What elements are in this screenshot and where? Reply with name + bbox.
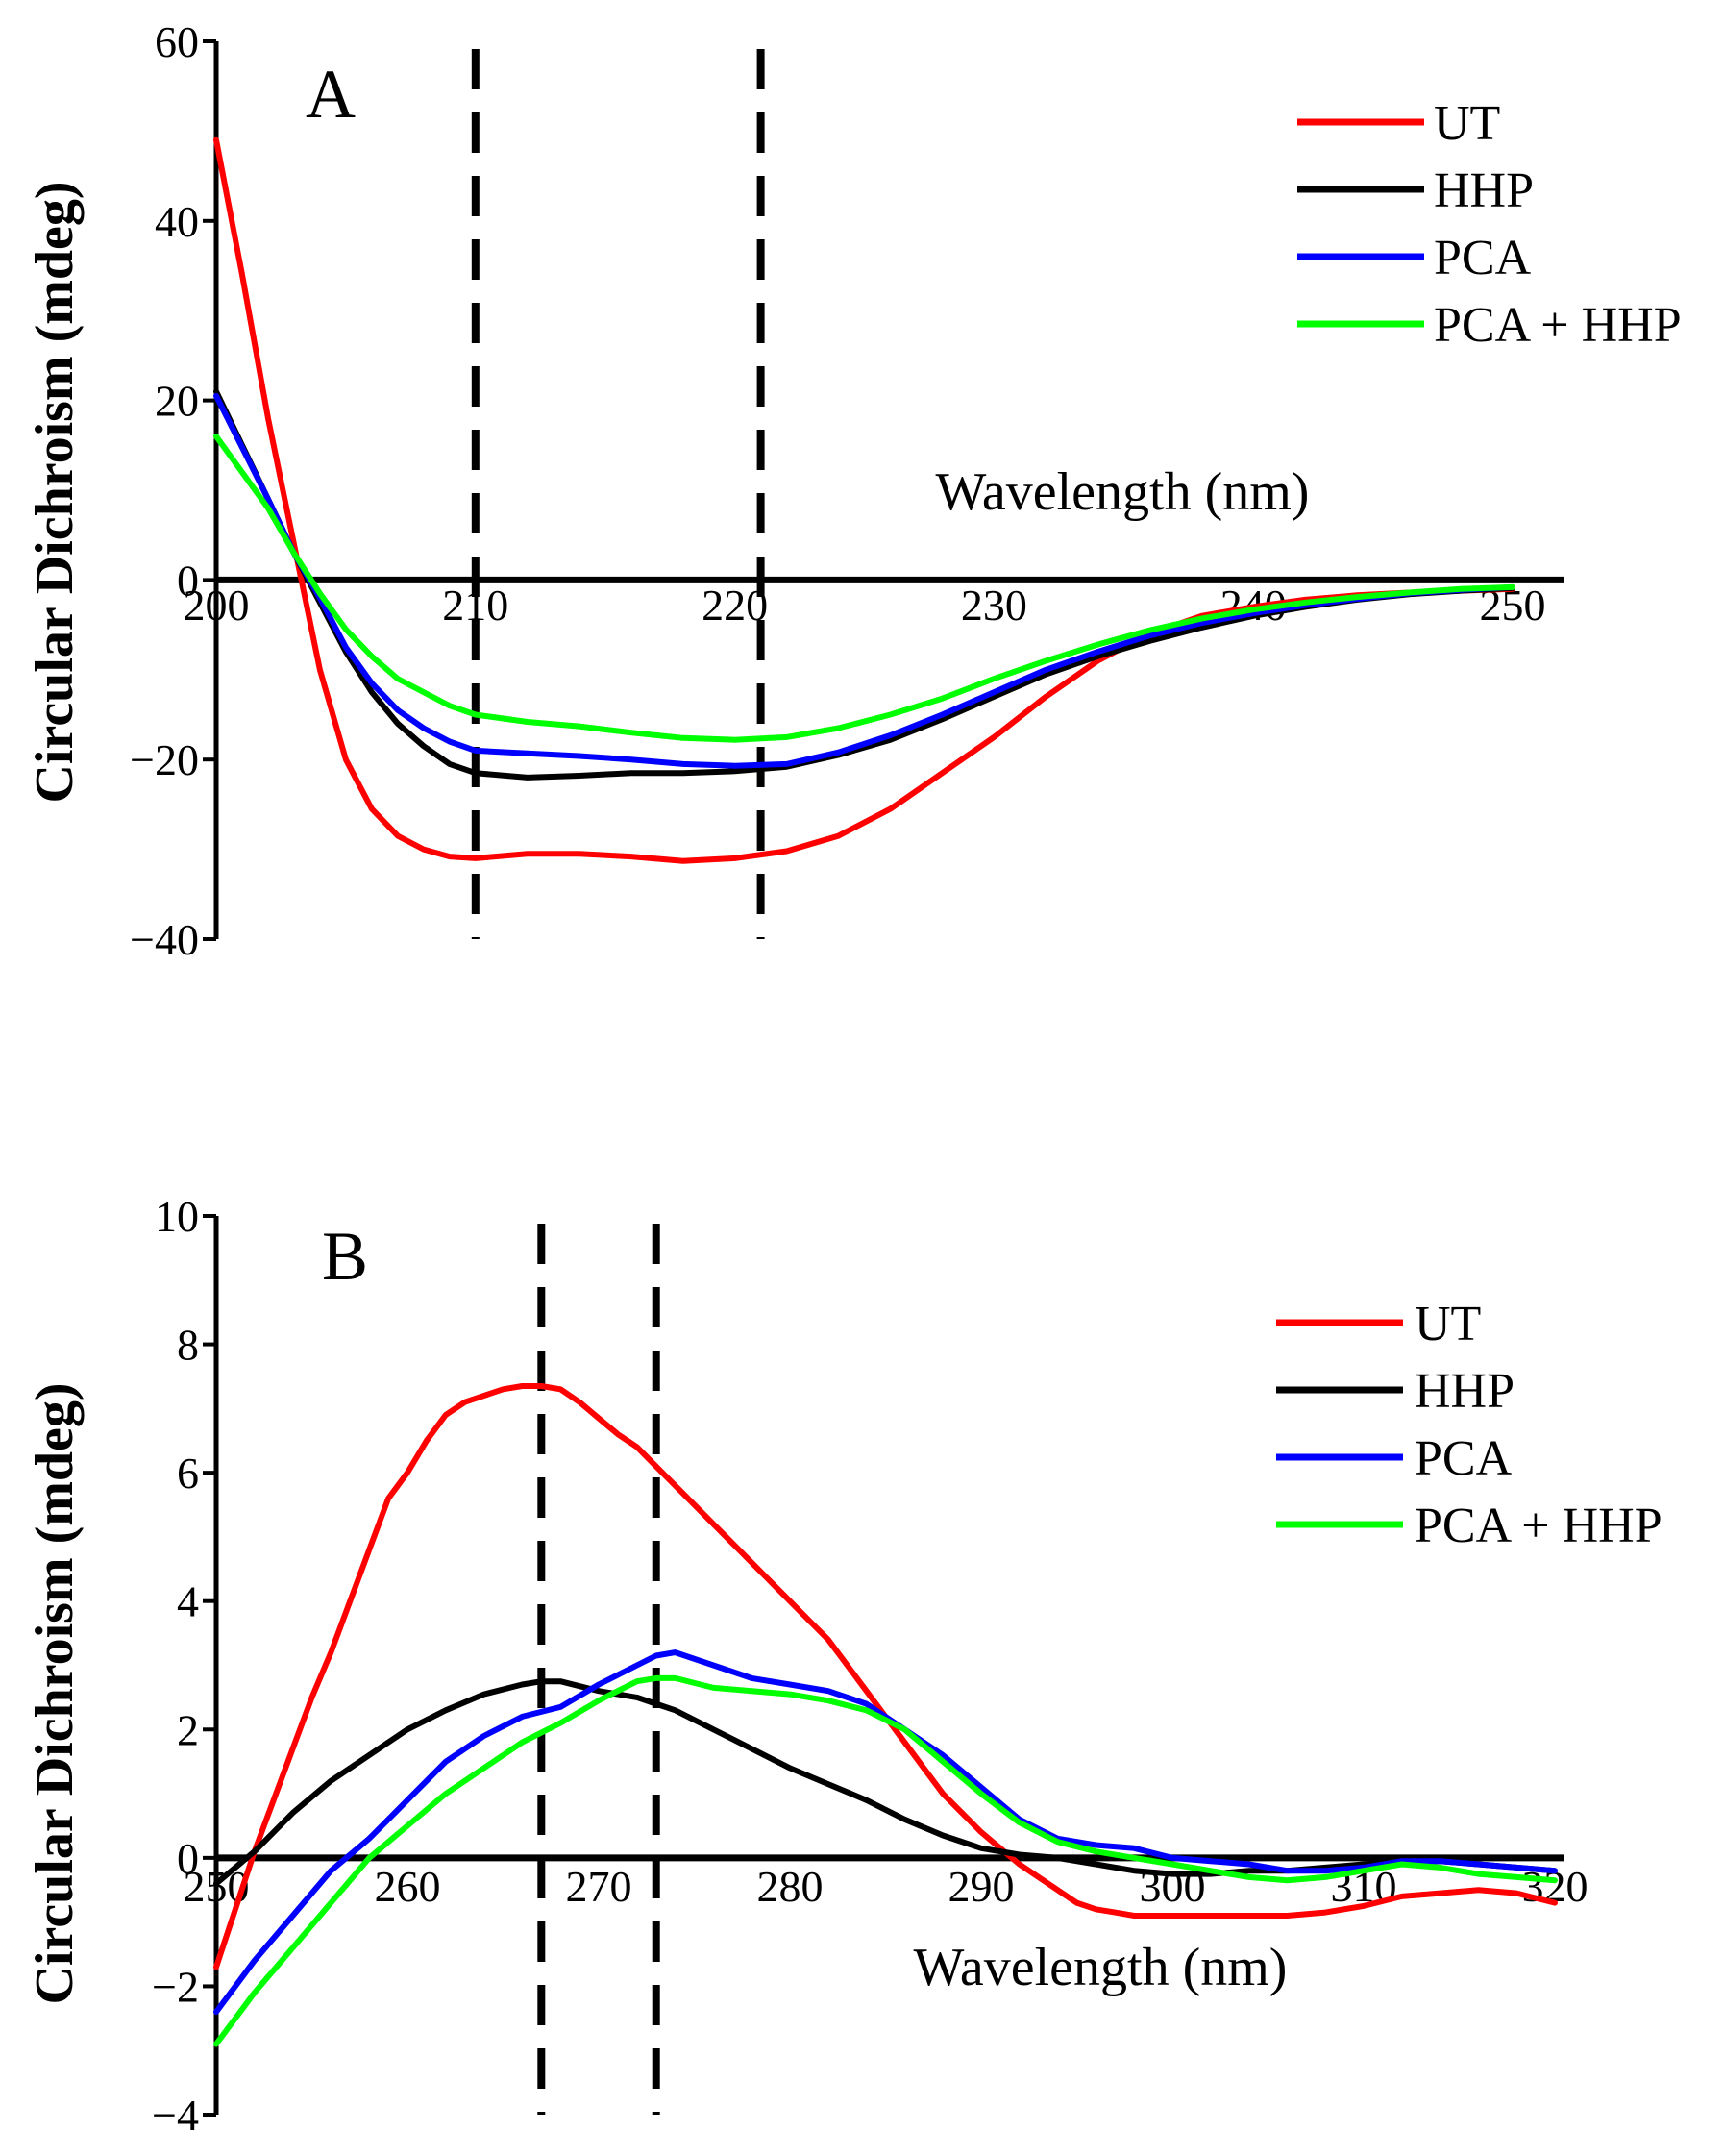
y-tick-label: 4 — [177, 1577, 199, 1626]
legend-label: HHP — [1415, 1364, 1515, 1419]
y-tick-label: −20 — [130, 735, 199, 784]
y-axis-label: Circular Dichroism (mdeg) — [25, 181, 85, 803]
y-tick-label: 60 — [155, 17, 199, 66]
legend-label: UT — [1434, 96, 1500, 151]
series-line-pca-hhp — [213, 1674, 1558, 2047]
x-axis-label: Wavelength (nm) — [914, 1938, 1288, 1997]
series-line-pca-hhp — [213, 434, 1515, 743]
y-tick-label: −2 — [152, 1962, 199, 2011]
series-line-pca — [213, 392, 1515, 769]
y-tick-label: 2 — [177, 1705, 199, 1754]
legend-label: PCA + HHP — [1415, 1499, 1662, 1553]
series-line-pca — [213, 1649, 1558, 2016]
x-tick-label: 200 — [184, 581, 250, 630]
legend-label: PCA — [1415, 1431, 1513, 1486]
y-tick-label: 40 — [155, 197, 199, 246]
legend-label: HHP — [1434, 163, 1534, 218]
x-axis-label: Wavelength (nm) — [936, 462, 1310, 522]
x-tick-label: 220 — [702, 581, 768, 630]
y-tick-label: 20 — [155, 377, 199, 426]
panel-label: B — [322, 1218, 368, 1295]
y-tick-label: 0 — [177, 556, 199, 605]
x-tick-label: 270 — [566, 1862, 632, 1911]
legend-label: UT — [1415, 1297, 1481, 1351]
x-tick-label: 290 — [948, 1862, 1015, 1911]
y-tick-label: 0 — [177, 1834, 199, 1883]
x-tick-label: 230 — [961, 581, 1027, 630]
legend-label: PCA + HHP — [1434, 298, 1682, 353]
x-tick-label: 280 — [757, 1862, 824, 1911]
panel-label: A — [306, 56, 356, 133]
series-line-ut — [213, 1383, 1558, 1970]
series-line-ut — [213, 136, 1515, 864]
x-tick-label: 210 — [442, 581, 508, 630]
x-tick-label: 260 — [375, 1862, 441, 1911]
y-tick-label: 10 — [155, 1192, 199, 1241]
series-line-hhp — [213, 1678, 1558, 1887]
y-tick-label: −40 — [130, 915, 199, 964]
y-axis-label: Circular Dichroism (mdeg) — [25, 1382, 85, 2004]
legend-label: PCA — [1434, 231, 1532, 285]
y-tick-label: −4 — [152, 2091, 199, 2140]
y-tick-label: 8 — [177, 1321, 199, 1370]
y-tick-label: 6 — [177, 1449, 199, 1498]
